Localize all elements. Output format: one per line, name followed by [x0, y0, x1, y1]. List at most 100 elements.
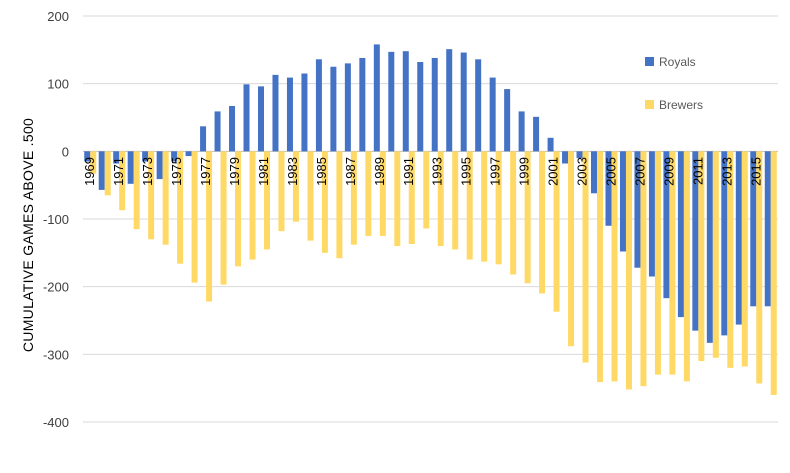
legend-swatch-royals: [645, 57, 654, 66]
y-tick-label: 0: [62, 144, 69, 159]
x-tick-label: 2005: [603, 157, 618, 186]
bar-brewers: [727, 151, 734, 368]
bar-brewers: [394, 151, 401, 247]
bar-royals: [214, 111, 221, 152]
bar-brewers: [770, 151, 777, 395]
bar-royals: [257, 86, 264, 152]
x-tick-label: 1999: [517, 157, 532, 186]
bar-royals: [171, 151, 178, 162]
x-axis-ticks: 1969 1971 1973 1975 1977 1979 1981 1983 1985 1987…: [82, 157, 763, 186]
bar-brewers: [625, 151, 632, 390]
bar-royals: [735, 151, 742, 325]
legend-label-royals: Royals: [659, 55, 696, 69]
bar-brewers: [495, 151, 502, 265]
y-tick-label: -300: [43, 347, 69, 362]
bar-royals: [663, 151, 670, 299]
x-tick-label: 2007: [632, 157, 647, 186]
bar-brewers: [220, 151, 227, 285]
bar-brewers: [263, 151, 270, 250]
bar-brewers: [408, 151, 415, 245]
x-tick-label: 1985: [314, 157, 329, 186]
x-tick-label: 2001: [546, 157, 561, 186]
bar-brewers: [90, 151, 97, 174]
x-tick-label: 1979: [227, 157, 242, 186]
x-tick-label: 2009: [661, 157, 676, 186]
x-tick-label: 1991: [401, 157, 416, 186]
x-tick-label: 1975: [169, 157, 184, 186]
bar-royals: [576, 151, 583, 159]
bar-royals: [475, 59, 482, 152]
bar-royals: [388, 51, 395, 152]
x-tick-label: 1993: [430, 157, 445, 186]
x-tick-label: 1995: [459, 157, 474, 186]
bar-brewers: [133, 151, 140, 230]
bar-brewers: [249, 151, 256, 260]
bar-royals: [330, 66, 337, 152]
legend-label-brewers: Brewers: [659, 98, 703, 112]
gridlines: [83, 15, 778, 423]
bar-brewers: [177, 151, 184, 264]
bar-royals: [533, 116, 540, 152]
bar-royals: [648, 151, 655, 277]
bar-royals: [142, 151, 149, 162]
bar-brewers: [611, 151, 618, 382]
bar-brewers: [597, 151, 604, 383]
x-tick-label: 1981: [256, 157, 271, 186]
y-tick-label: -200: [43, 280, 69, 295]
bar-brewers: [292, 151, 299, 222]
bar-brewers: [452, 151, 459, 250]
bar-royals: [605, 151, 612, 226]
bar-royals: [417, 62, 424, 152]
x-tick-label: 2003: [575, 157, 590, 186]
bar-brewers: [278, 151, 285, 232]
bar-royals: [692, 151, 699, 331]
bar-royals: [156, 151, 163, 180]
bar-royals: [677, 151, 684, 318]
bar-royals: [562, 151, 569, 164]
bar-brewers: [119, 151, 126, 211]
bar-royals: [489, 77, 496, 152]
bar-royals: [431, 57, 438, 152]
bar-royals: [127, 151, 134, 184]
bar-brewers: [365, 151, 372, 236]
bar-royals: [243, 84, 250, 152]
y-tick-label: -400: [43, 415, 69, 430]
bar-brewers: [350, 151, 357, 245]
legend-swatch-brewers: [645, 100, 654, 109]
bar-brewers: [683, 151, 690, 382]
bar-royals: [518, 111, 525, 152]
bar-brewers: [206, 151, 213, 302]
bar-royals: [286, 77, 293, 152]
x-tick-label: 2011: [690, 157, 705, 185]
bar-brewers: [336, 151, 343, 259]
bar-brewers: [437, 151, 444, 247]
bar-brewers: [640, 151, 647, 387]
bar-royals: [315, 59, 322, 152]
bar-brewers: [148, 151, 155, 240]
bar-brewers: [510, 151, 517, 275]
x-tick-label: 1969: [82, 157, 97, 186]
bar-royals: [272, 74, 279, 152]
bar-royals: [185, 151, 192, 157]
bar-royals: [706, 151, 713, 343]
bar-brewers: [756, 151, 763, 384]
bar-brewers: [568, 151, 575, 347]
bar-royals: [229, 106, 236, 152]
bar-brewers: [307, 151, 314, 241]
y-axis-ticks: 200 100 0 -100 -200 -300 -400: [43, 9, 69, 430]
bar-brewers: [582, 151, 589, 363]
bar-brewers: [235, 151, 242, 267]
y-tick-label: -100: [43, 212, 69, 227]
x-tick-label: 1987: [343, 157, 358, 186]
x-tick-label: 1997: [488, 157, 503, 186]
y-axis-title: CUMULATIVE GAMES ABOVE .500: [20, 118, 36, 352]
bar-royals: [750, 151, 757, 307]
bar-brewers: [654, 151, 661, 375]
y-tick-label: 100: [47, 77, 69, 92]
y-tick-label: 200: [47, 9, 69, 24]
bar-brewers: [712, 151, 719, 358]
bar-royals: [547, 137, 554, 152]
bar-royals: [84, 151, 91, 162]
